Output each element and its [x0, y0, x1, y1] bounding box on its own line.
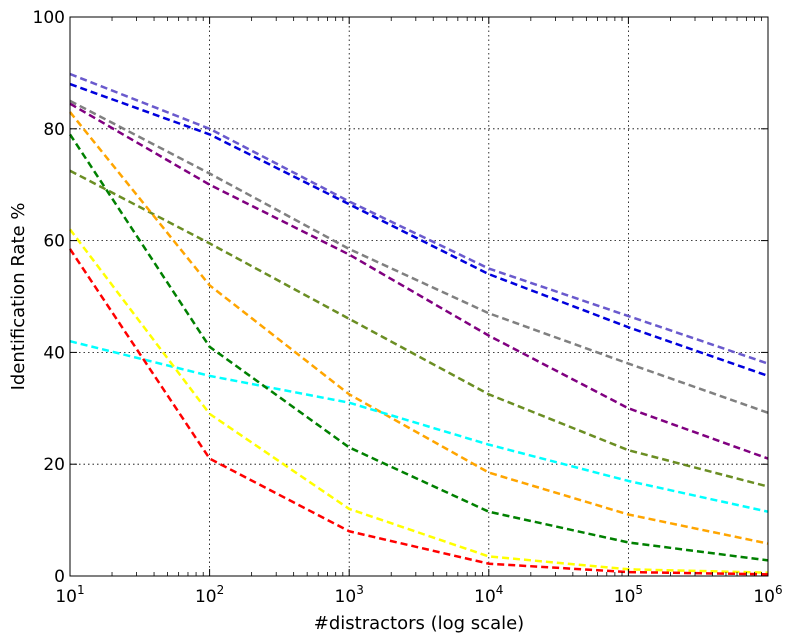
x-tick-label-base: 10 [753, 587, 775, 607]
y-tick-label: 0 [54, 567, 65, 587]
series-line-7 [69, 340, 769, 513]
x-tick-label-base: 10 [614, 587, 636, 607]
y-tick-label: 20 [43, 455, 65, 475]
y-tick-label: 60 [43, 232, 65, 252]
series-line-10 [68, 248, 769, 576]
y-tick-label: 100 [33, 8, 65, 28]
y-tick-label: 80 [43, 120, 65, 140]
x-tick-label-exponent: 6 [775, 583, 783, 597]
series-lines [68, 72, 769, 576]
x-tick-label: 104 [474, 583, 503, 607]
x-tick-label-base: 10 [55, 587, 77, 607]
series-line-9 [69, 228, 769, 574]
series-line-3 [69, 99, 769, 414]
y-axis-title: Identification Rate % [8, 203, 29, 391]
x-tick-label: 106 [753, 583, 782, 607]
x-tick-label: 102 [195, 583, 224, 607]
plot-area-frame [69, 16, 769, 577]
x-tick-label-base: 10 [335, 587, 357, 607]
series-line-1 [69, 72, 769, 365]
x-tick-label-exponent: 3 [356, 583, 364, 597]
x-tick-label-exponent: 5 [635, 583, 643, 597]
x-tick-label: 105 [614, 583, 643, 607]
x-tick-label-base: 10 [474, 587, 496, 607]
series-line-4 [69, 102, 769, 460]
grid [70, 17, 768, 576]
x-axis-title: #distractors (log scale) [314, 613, 524, 634]
x-tick-label-exponent: 2 [217, 583, 225, 597]
series-line-2 [69, 82, 769, 378]
series-line-6 [69, 111, 769, 545]
x-tick-label: 101 [55, 583, 84, 607]
x-tick-label-exponent: 4 [496, 583, 504, 597]
x-tick-label-exponent: 1 [77, 583, 85, 597]
series-line-8 [68, 133, 769, 562]
axis-ticks [69, 16, 769, 577]
x-tick-label-base: 10 [195, 587, 217, 607]
x-tick-label: 103 [335, 583, 364, 607]
y-tick-label: 40 [43, 343, 65, 363]
series-line-5 [69, 169, 769, 488]
